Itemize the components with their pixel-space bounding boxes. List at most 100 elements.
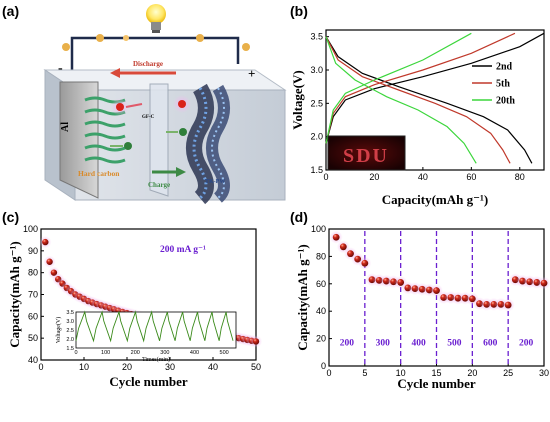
rate-label: 200 xyxy=(519,338,534,348)
data-point xyxy=(347,250,354,258)
y-tick-label: 100 xyxy=(23,224,38,234)
data-point xyxy=(540,279,548,287)
rate-label: 500 xyxy=(447,338,462,348)
inset-x-title: Times(min) xyxy=(142,356,170,363)
inset-x-tick: 300 xyxy=(160,350,169,356)
x-tick-label: 40 xyxy=(418,172,428,182)
x-tick-label: 30 xyxy=(165,362,175,372)
circuit-wire xyxy=(70,36,240,70)
x-tick-label: 40 xyxy=(208,362,218,372)
legend-label: 5th xyxy=(496,79,510,90)
x-tick-label: 80 xyxy=(515,172,525,182)
discharge-label: Discharge xyxy=(133,60,163,68)
inset-x-tick: 400 xyxy=(190,350,199,356)
data-point xyxy=(332,233,340,241)
rate-label: 200 xyxy=(340,338,355,348)
y-tick-label: 70 xyxy=(28,290,38,300)
y-tick-label: 2.5 xyxy=(310,98,323,108)
panel-label-b: (b) xyxy=(290,3,308,19)
y-tick-label: 0 xyxy=(321,361,326,371)
rate-label: 600 xyxy=(483,338,498,348)
y-tick-label: 50 xyxy=(28,333,38,343)
series-line-5th-charge xyxy=(325,32,516,144)
y-tick-label: 40 xyxy=(28,355,38,365)
series-line-2nd-charge xyxy=(325,32,545,144)
x-tick-label: 0 xyxy=(323,172,328,182)
lightbulb-icon xyxy=(146,4,166,33)
x-tick-label: 30 xyxy=(539,368,549,378)
x-tick-label: 10 xyxy=(396,368,406,378)
inset-x-tick: 500 xyxy=(220,350,229,356)
y-tick-label: 60 xyxy=(28,311,38,321)
legend-label: 2nd xyxy=(496,62,513,73)
x-tick-label: 25 xyxy=(503,368,513,378)
x-tick-label: 50 xyxy=(251,362,261,372)
minus-sign: - xyxy=(58,61,63,76)
charge-arrow xyxy=(152,167,186,177)
inset-y-tick: 2.0 xyxy=(66,337,74,343)
y-tick-label: 80 xyxy=(28,268,38,278)
inset-x-tick: 0 xyxy=(74,350,77,356)
legend-label: 20th xyxy=(496,96,515,107)
y-tick-label: 90 xyxy=(28,246,38,256)
data-point xyxy=(46,258,53,265)
x-axis-title: Cycle number xyxy=(397,376,476,391)
charge-label: Charge xyxy=(148,181,170,189)
ion-icons xyxy=(110,95,191,150)
y-tick-label: 40 xyxy=(316,306,326,316)
separator xyxy=(149,83,169,197)
plot-frame xyxy=(325,29,545,171)
x-tick-label: 0 xyxy=(38,362,43,372)
data-point xyxy=(339,243,347,251)
x-tick-label: 60 xyxy=(466,172,476,182)
data-point xyxy=(252,338,260,345)
series-line-5th-discharge xyxy=(325,36,511,164)
x-tick-label: 10 xyxy=(79,362,89,372)
x-tick-label: 20 xyxy=(467,368,477,378)
x-tick-label: 15 xyxy=(431,368,441,378)
y-tick-label: 80 xyxy=(316,251,326,261)
series-line-20th-charge xyxy=(325,32,472,144)
y-axis-title: Capacity(mAh g⁻¹) xyxy=(7,241,22,347)
rate-label: 400 xyxy=(411,338,426,348)
x-axis-title: Cycle number xyxy=(109,374,188,389)
y-tick-label: 100 xyxy=(311,224,326,234)
y-tick-label: 20 xyxy=(316,334,326,344)
sdu-led-text: SDU xyxy=(343,145,389,167)
y-axis-title: Capacity(mAh g⁻¹) xyxy=(295,244,310,350)
x-tick-label: 5 xyxy=(362,368,367,378)
inset-x-tick: 200 xyxy=(131,350,140,356)
inset-y-tick: 3.0 xyxy=(66,319,74,325)
data-point xyxy=(361,259,369,267)
inset-voltage-curve xyxy=(75,310,234,343)
inset-y-title: Voltage(V) xyxy=(55,317,62,344)
series-line-2nd-discharge xyxy=(325,36,533,164)
separator-label: GF-C xyxy=(142,115,155,120)
series-line-20th-discharge xyxy=(325,36,477,164)
plus-sign: + xyxy=(248,66,255,81)
data-point xyxy=(433,287,440,295)
electron-icons xyxy=(62,34,250,51)
inset-x-tick: 100 xyxy=(101,350,110,356)
panel-b: (b) 0 20 40 60 80 1.5 2.0 2.5 3.0 3.5 Capacity(mAh… xyxy=(290,3,545,207)
x-axis-title: Capacity(mAh g⁻¹) xyxy=(382,192,488,207)
cathode-structure xyxy=(186,83,230,205)
inset-y-tick: 1.5 xyxy=(66,346,74,352)
data-point xyxy=(504,301,512,309)
y-tick-label: 1.5 xyxy=(310,165,323,175)
x-tick-label: 20 xyxy=(122,362,132,372)
y-tick-label: 3.5 xyxy=(310,32,323,42)
rate-annotation: 200 mA g⁻¹ xyxy=(160,245,206,255)
sdu-photo-inset xyxy=(327,135,406,171)
data-point xyxy=(397,279,405,286)
y-axis-title: Voltage(V) xyxy=(290,70,305,129)
anode-label: Al xyxy=(60,122,71,132)
x-tick-label: 20 xyxy=(369,172,379,182)
discharge-arrow xyxy=(110,68,176,78)
y-tick-label: 60 xyxy=(316,279,326,289)
panel-a: (a) xyxy=(2,3,287,205)
cathode-label: TK-PW xyxy=(205,179,225,185)
